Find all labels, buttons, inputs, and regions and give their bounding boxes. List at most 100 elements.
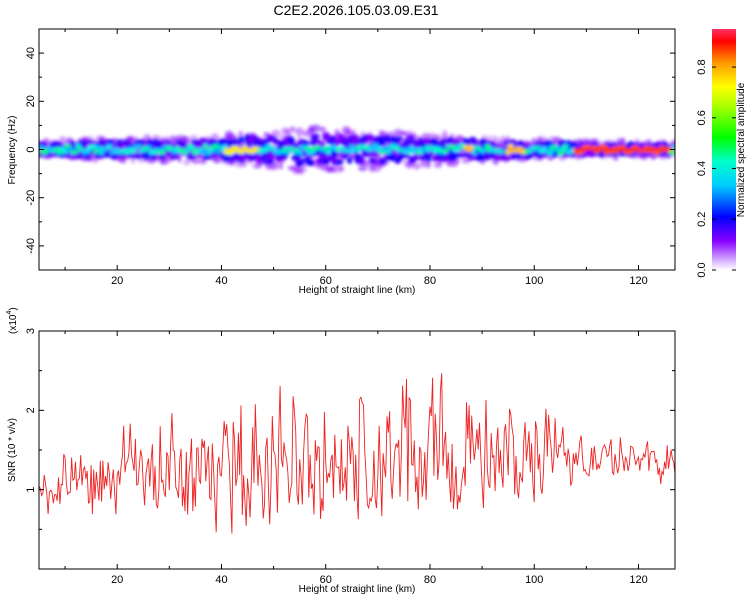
heatmap-cell: [382, 135, 392, 142]
heatmap-cell: [396, 136, 403, 141]
snr-x-tick-label: 40: [215, 574, 227, 586]
heatmap-cell: [278, 163, 283, 170]
heatmap-x-tick-label: 60: [320, 275, 332, 287]
heatmap-cell: [507, 143, 514, 149]
heatmap-peak-cell: [516, 148, 522, 151]
snr-panel: 20 40 60 80 100 120 1 2 3 Height of straight li…: [6, 307, 676, 595]
heatmap-cell: [379, 158, 388, 165]
heatmap-peak-cell: [657, 148, 663, 151]
heatmap-peak-cell: [250, 148, 255, 151]
heatmap-peak-cell: [591, 148, 597, 151]
heatmap-cell: [531, 137, 537, 143]
heatmap-y-tick-label: 20: [25, 95, 37, 107]
heatmap-cell: [203, 143, 209, 149]
heatmap-cell: [471, 150, 477, 156]
heatmap-peak-cell: [628, 148, 633, 151]
heatmap-cell: [536, 146, 543, 151]
heatmap-cell: [393, 128, 403, 138]
heatmap-peak-cell: [520, 148, 525, 151]
heatmap-cell: [158, 153, 166, 160]
heatmap-cell: [71, 150, 80, 154]
snr-y-tick-label: 3: [25, 328, 37, 334]
heatmap-peak-cell: [242, 148, 248, 151]
colorbar-tick-label: 0.0: [696, 262, 708, 277]
heatmap-cell: [371, 143, 379, 149]
heatmap-y-ticks: -40 -20 0 20 40: [25, 28, 675, 271]
heatmap-cell: [180, 135, 189, 144]
heatmap-peak-cell: [253, 148, 259, 151]
heatmap-cell: [65, 153, 71, 158]
heatmap-cell: [321, 146, 330, 150]
heatmap-cell: [368, 157, 377, 164]
heatmap-cell: [451, 148, 461, 152]
heatmap-cell: [517, 140, 525, 147]
heatmap-peak-cell: [624, 148, 630, 151]
heatmap-peak-cell: [646, 148, 652, 151]
heatmap-cell: [152, 134, 161, 141]
heatmap-peak-cell: [613, 148, 619, 151]
heatmap-peak-cell: [467, 148, 473, 151]
heatmap-marks: [39, 124, 675, 175]
heatmap-cell: [431, 139, 439, 146]
snr-x-ticks: 20 40 60 80 100 120: [64, 331, 648, 586]
heatmap-cell: [292, 143, 299, 148]
heatmap-cell: [329, 135, 337, 143]
snr-y-scale: (x104): [6, 307, 19, 334]
heatmap-cell: [266, 159, 274, 164]
snr-y-tick-label: 1: [25, 487, 37, 493]
heatmap-cell: [454, 152, 462, 158]
heatmap-cell: [98, 150, 105, 155]
snr-frame: [38, 330, 676, 570]
snr-y-scale-suffix: ): [8, 307, 19, 310]
heatmap-x-tick-label: 120: [629, 275, 647, 287]
heatmap-cell: [505, 152, 512, 161]
heatmap-cell: [201, 160, 206, 166]
heatmap-cell: [310, 124, 321, 133]
heatmap-peak-cell: [621, 148, 626, 151]
heatmap-cell: [189, 146, 197, 150]
heatmap-cell: [384, 150, 392, 154]
heatmap-cell: [505, 150, 511, 155]
heatmap-cell: [177, 157, 182, 163]
snr-x-tick-label: 100: [525, 574, 543, 586]
colorbar-label: Normalized spectral amplitude: [736, 82, 747, 217]
heatmap-peak-cell: [650, 148, 655, 151]
heatmap-peak-cell: [505, 148, 511, 151]
heatmap-peak-cell: [602, 148, 608, 151]
heatmap-cell: [671, 145, 675, 150]
heatmap-cell: [212, 144, 220, 149]
heatmap-peak-cell: [235, 148, 240, 151]
heatmap-cell: [312, 134, 320, 139]
heatmap-cell: [128, 149, 137, 154]
colorbar: 0.0 0.2 0.4 0.6 0.8 Normalized spectral ampl…: [696, 29, 747, 278]
heatmap-cell: [150, 153, 157, 161]
heatmap-peak-cell: [595, 148, 601, 151]
heatmap-cell: [353, 134, 359, 140]
heatmap-peak-cell: [639, 148, 644, 151]
heatmap-peak-cell: [228, 148, 233, 151]
heatmap-peak-cell: [606, 148, 611, 151]
colorbar-tick-label: 0.6: [696, 110, 708, 125]
heatmap-x-ticks: 20 40 60 80 100 120: [64, 29, 648, 287]
snr-x-tick-label: 60: [320, 574, 332, 586]
heatmap-cell: [285, 129, 291, 135]
heatmap-x-tick-label: 40: [215, 275, 227, 287]
heatmap-peak-cell: [643, 148, 648, 151]
colorbar-tick-label: 0.2: [696, 212, 708, 227]
snr-series-line: [39, 373, 675, 534]
heatmap-peak-cell: [239, 148, 244, 151]
heatmap-peak-cell: [581, 148, 586, 151]
snr-x-label: Height of straight line (km): [299, 584, 416, 595]
heatmap-peak-cell: [588, 148, 593, 151]
svg-text:(x104): (x104): [6, 307, 19, 334]
heatmap-peak-cell: [573, 148, 579, 151]
heatmap-x-tick-label: 80: [424, 275, 436, 287]
heatmap-cell: [234, 140, 240, 147]
heatmap-cell: [361, 140, 368, 145]
heatmap-y-tick-label: 0: [25, 146, 37, 152]
heatmap-cell: [198, 148, 208, 155]
heatmap-cell: [93, 149, 100, 154]
heatmap-cell: [93, 152, 101, 159]
heatmap-cell: [238, 136, 245, 144]
heatmap-cell: [347, 157, 353, 164]
